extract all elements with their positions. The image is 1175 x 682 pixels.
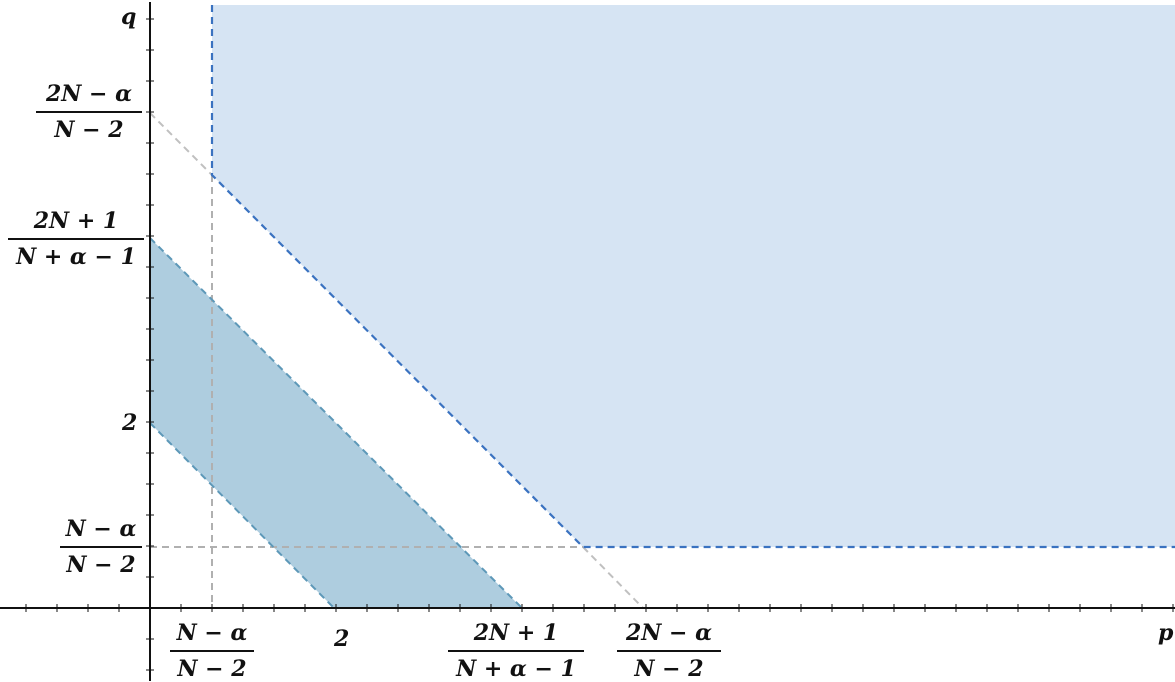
- y-tick-label-n-minus-alpha: N − α N − 2: [60, 516, 142, 578]
- x-axis-label: p: [1158, 620, 1174, 646]
- band-lower-boundary: [149, 422, 335, 609]
- x-axis-ticks: [25, 604, 1174, 612]
- band-upper-boundary: [149, 237, 523, 609]
- band-region: [150, 238, 522, 608]
- x-tick-label-2n-plus-1: 2N + 1 N + α − 1: [448, 620, 584, 682]
- y-tick-label-2n-minus-alpha: 2N − α N − 2: [36, 81, 142, 143]
- y-tick-label-2: 2: [122, 410, 138, 436]
- y-axis-label: q: [121, 4, 137, 30]
- upper-region-boundary: [210, 5, 1175, 549]
- guide-diagonal-upper: [149, 112, 213, 176]
- x-tick-label-n-minus-alpha: N − α N − 2: [170, 620, 254, 682]
- guide-diagonal-lower: [582, 546, 644, 609]
- x-tick-label-2n-minus-alpha: 2N − α N − 2: [617, 620, 721, 682]
- y-axis-ticks: [146, 18, 154, 671]
- x-tick-label-2: 2: [334, 626, 350, 652]
- upper-region: [212, 5, 1175, 547]
- y-tick-label-2n-plus-1: 2N + 1 N + α − 1: [8, 208, 144, 270]
